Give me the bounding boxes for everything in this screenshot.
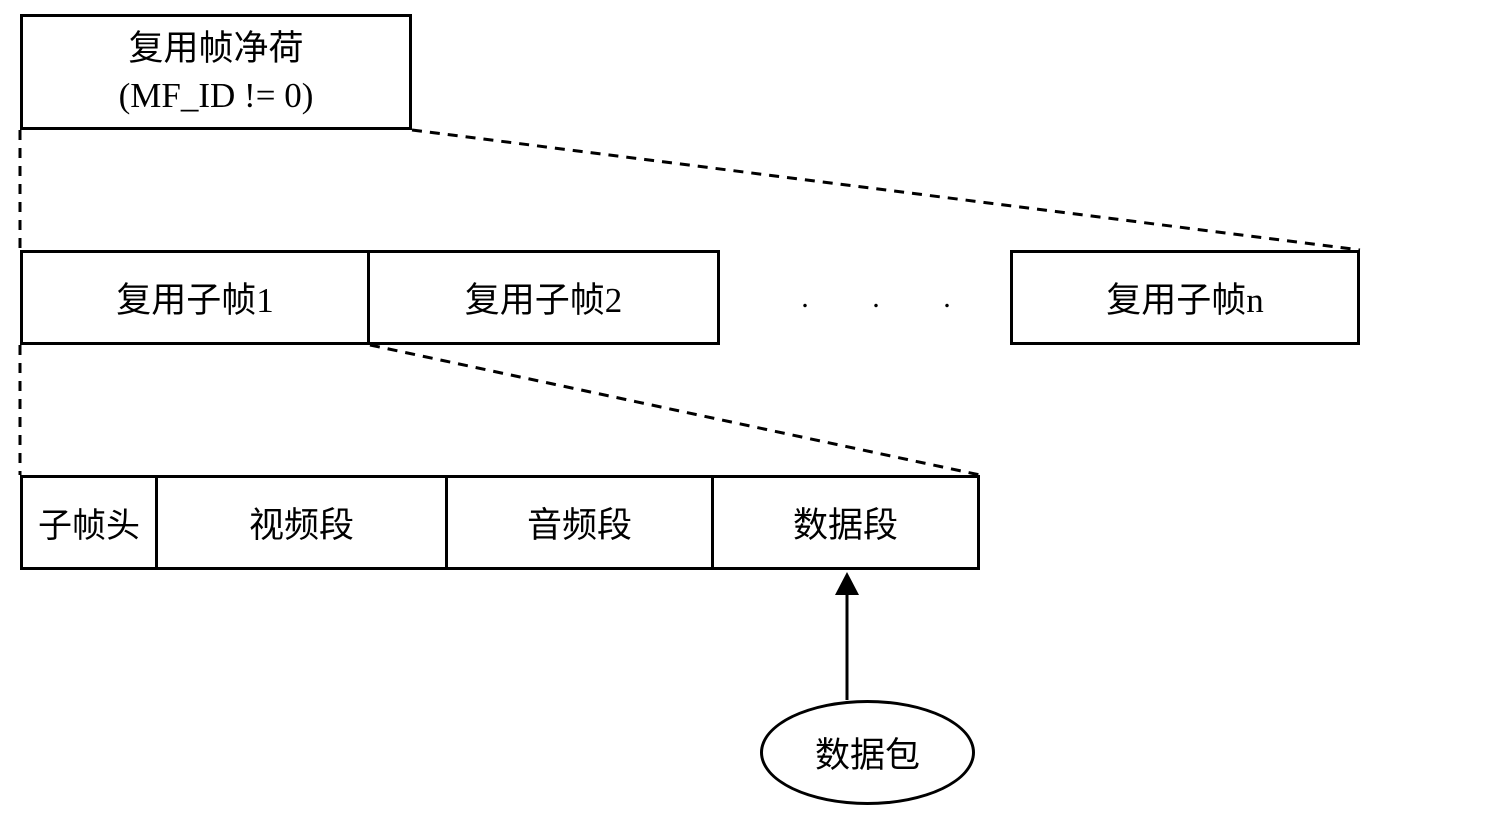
data-packet-label: 数据包 (815, 727, 920, 778)
subframe-1-box: 复用子帧1 (20, 250, 370, 345)
subframe-header-label: 子帧头 (38, 498, 140, 547)
audio-segment-box: 音频段 (445, 475, 714, 570)
audio-segment-label: 音频段 (527, 497, 632, 548)
top-frame-payload-box: 复用帧净荷 (MF_ID != 0) (20, 14, 412, 130)
subframe-2-box: 复用子帧2 (367, 250, 720, 345)
subframes-ellipsis: . . . (780, 250, 1000, 345)
video-segment-box: 视频段 (155, 475, 448, 570)
subframe-header-box: 子帧头 (20, 475, 158, 570)
subframe-n-box: 复用子帧n (1010, 250, 1360, 345)
data-packet-ellipse: 数据包 (760, 700, 975, 805)
frame-structure-diagram: 复用帧净荷 (MF_ID != 0) 复用子帧1 复用子帧2 . . . 复用子… (0, 0, 1487, 826)
subframe-n-label: 复用子帧n (1106, 272, 1264, 323)
ellipsis-text: . . . (801, 281, 979, 315)
subframe-2-label: 复用子帧2 (465, 272, 623, 323)
subframe-1-label: 复用子帧1 (116, 272, 274, 323)
video-segment-label: 视频段 (249, 497, 354, 548)
top-box-line2: (MF_ID != 0) (119, 72, 314, 119)
top-box-line1: 复用帧净荷 (128, 25, 303, 72)
data-segment-box: 数据段 (711, 475, 980, 570)
data-segment-label: 数据段 (793, 497, 898, 548)
